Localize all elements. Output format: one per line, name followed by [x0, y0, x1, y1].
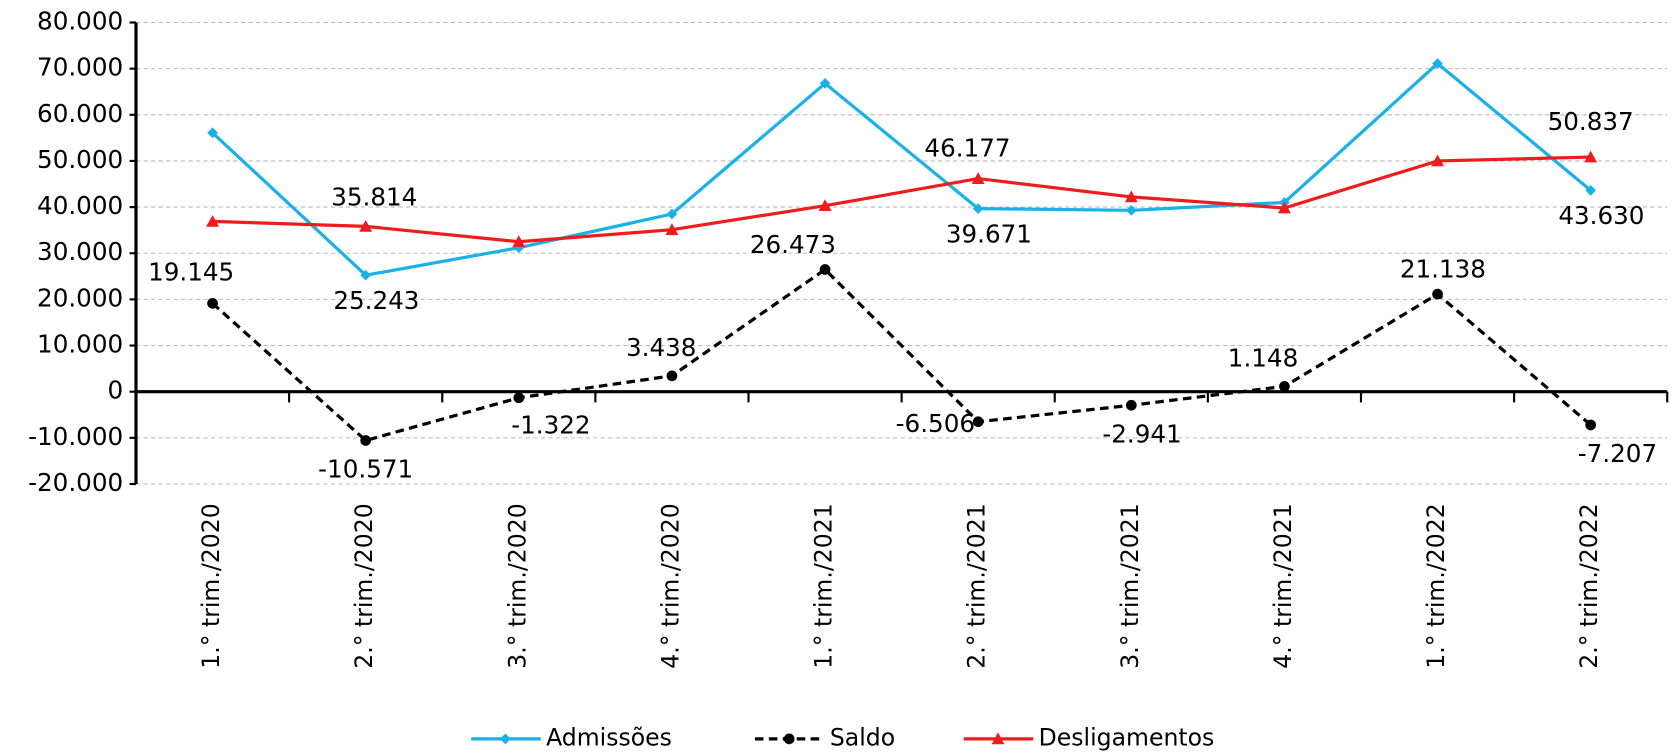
x-tick-label: 2.° trim./2021	[963, 503, 991, 668]
marker	[819, 264, 831, 275]
x-tick-label: 4.° trim./2021	[1269, 503, 1297, 668]
y-tick-label: 10.000	[37, 330, 123, 359]
data-label: -10.571	[318, 454, 413, 483]
y-tick-label: -10.000	[28, 422, 123, 451]
marker	[972, 416, 984, 428]
data-label: -7.207	[1578, 439, 1657, 468]
marker	[1125, 399, 1137, 411]
legend-label: Admissões	[546, 723, 672, 751]
x-tick-label: 3.° trim./2021	[1116, 503, 1144, 668]
data-label: 46.177	[924, 134, 1010, 163]
marker	[818, 199, 832, 212]
y-tick-label: 20.000	[37, 283, 123, 312]
marker	[1585, 184, 1597, 196]
marker	[971, 172, 985, 184]
marker	[360, 269, 372, 281]
legend-marker	[991, 732, 1005, 745]
marker	[359, 219, 373, 232]
data-label: -6.506	[896, 409, 975, 438]
data-label: 35.814	[331, 183, 417, 212]
x-tick-label: 1.° trim./2022	[1422, 503, 1450, 668]
x-tick-label: 2.° trim./2022	[1575, 503, 1603, 668]
y-tick-label: -20.000	[28, 468, 123, 497]
marker	[1279, 381, 1290, 392]
marker	[1124, 190, 1138, 203]
data-label: 26.473	[750, 230, 836, 259]
y-tick-label: 50.000	[37, 145, 123, 174]
x-tick-label: 4.° trim./2020	[656, 503, 684, 668]
data-label: 3.438	[626, 333, 696, 362]
series-line	[212, 155, 1591, 244]
y-tick-label: 60.000	[37, 99, 123, 128]
data-label: 19.145	[148, 257, 234, 286]
marker	[1585, 419, 1597, 431]
marker	[512, 235, 526, 248]
legend-marker	[783, 733, 795, 745]
plot: -20.000 -10.000 0 10.000 20.000 30.000 40.000 5…	[28, 6, 1669, 751]
data-label: 21.138	[1400, 255, 1486, 284]
y-tick-label: 0	[107, 376, 123, 405]
marker	[665, 223, 679, 236]
marker	[819, 78, 831, 89]
x-tick-label: 2.° trim./2020	[350, 503, 378, 668]
data-label: -2.941	[1102, 419, 1181, 448]
data-label: 1.148	[1228, 344, 1298, 373]
marker	[1432, 288, 1443, 300]
y-tick-label: 30.000	[37, 237, 123, 266]
marker	[206, 214, 219, 227]
marker	[360, 435, 372, 446]
marker	[666, 370, 678, 382]
x-tick-label: 1.° trim./2021	[810, 503, 838, 668]
legend-label: Saldo	[830, 723, 895, 751]
data-label: 43.630	[1558, 201, 1644, 230]
marker	[1125, 204, 1137, 216]
data-label: 39.671	[946, 219, 1032, 248]
data-label: 25.243	[333, 286, 419, 315]
marker	[207, 127, 218, 139]
y-tick-label: 80.000	[37, 6, 123, 35]
marker	[1431, 154, 1444, 167]
marker	[513, 392, 525, 404]
marker	[1432, 58, 1443, 69]
series-line	[211, 267, 1592, 443]
x-tick-label: 3.° trim./2020	[503, 503, 531, 668]
data-label: 50.837	[1548, 107, 1634, 136]
marker	[1277, 201, 1291, 214]
marker	[666, 208, 678, 220]
legend-label: Desligamentos	[1039, 723, 1215, 751]
marker	[972, 203, 984, 214]
x-tick-label: 1.° trim./2020	[197, 503, 225, 668]
data-label: -1.322	[511, 411, 590, 440]
y-tick-label: 40.000	[37, 191, 123, 220]
legend-marker	[500, 733, 511, 745]
marker	[207, 297, 218, 309]
marker	[1584, 150, 1598, 163]
series-line	[211, 61, 1592, 277]
y-tick-label: 70.000	[37, 53, 123, 82]
